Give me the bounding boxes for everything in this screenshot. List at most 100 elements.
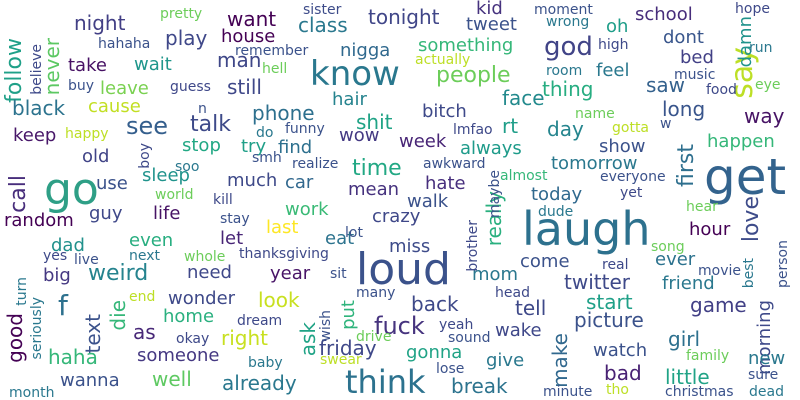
word-seriously: seriously	[29, 297, 45, 360]
word-oh: oh	[606, 16, 629, 37]
word-something: something	[418, 35, 514, 56]
word-find: find	[278, 137, 313, 158]
word-make: make	[548, 333, 572, 388]
word-almost: almost	[500, 168, 548, 184]
word-week: week	[399, 131, 447, 152]
word-maybe: maybe	[487, 170, 503, 219]
word-hahaha: hahaha	[98, 36, 151, 52]
word-see: see	[126, 112, 169, 140]
word-start: start	[586, 290, 633, 314]
word-sure: sure	[748, 367, 779, 383]
word-go: go	[44, 164, 99, 215]
word-leave: leave	[100, 78, 149, 99]
word-buy: buy	[68, 78, 95, 94]
word-many: many	[356, 285, 396, 301]
word-talk: talk	[190, 112, 231, 137]
word-person: person	[775, 240, 791, 288]
word-keep: keep	[13, 125, 57, 146]
word-night: night	[74, 11, 126, 35]
word-house: house	[221, 26, 276, 47]
word-cause: cause	[88, 96, 141, 117]
word-thing: thing	[542, 77, 594, 101]
word-shit: shit	[356, 110, 393, 134]
word-moment: moment	[534, 2, 593, 18]
word-already: already	[222, 371, 297, 395]
word-guy: guy	[89, 203, 123, 224]
word-nigga: nigga	[340, 40, 391, 61]
word-boy: boy	[137, 143, 153, 169]
word-month: month	[9, 385, 55, 400]
word-head: head	[495, 285, 530, 301]
word-feel: feel	[596, 60, 630, 81]
word-hope: hope	[735, 1, 770, 17]
word-eye: eye	[755, 77, 781, 93]
word-day: day	[547, 117, 584, 141]
word-big: big	[43, 265, 71, 286]
word-pretty: pretty	[160, 6, 203, 22]
word-world: world	[155, 187, 194, 203]
word-show: show	[599, 136, 646, 157]
word-weird: weird	[88, 261, 149, 286]
word-much: much	[227, 170, 278, 191]
word-man: man	[217, 48, 262, 72]
word-wrong: wrong	[546, 14, 590, 30]
word-tonight: tonight	[368, 5, 440, 29]
word-sleep: sleep	[142, 165, 190, 186]
word-still: still	[227, 75, 262, 99]
word-do: do	[256, 125, 274, 141]
word-whole: whole	[184, 249, 226, 265]
word-gonna: gonna	[406, 342, 463, 363]
word-thanksgiving: thanksgiving	[239, 246, 329, 262]
word-wake: wake	[495, 320, 542, 341]
word-lot: lot	[345, 225, 363, 241]
word-run: run	[749, 40, 773, 56]
word-give: give	[486, 350, 525, 371]
word-okay: okay	[176, 331, 210, 347]
word-random: random	[4, 210, 74, 231]
word-class: class	[298, 13, 348, 37]
word-end: end	[129, 289, 156, 305]
word-name: name	[575, 106, 615, 122]
word-rt: rt	[502, 114, 519, 138]
word-look: look	[258, 288, 300, 312]
word-lmfao: lmfao	[453, 122, 493, 138]
word-mean: mean	[348, 179, 400, 200]
word-eat: eat	[325, 228, 355, 249]
word-car: car	[285, 172, 314, 193]
word-even: even	[129, 230, 174, 251]
word-wow: wow	[339, 125, 380, 146]
word-way: way	[744, 104, 785, 128]
word-long: long	[662, 97, 706, 121]
word-stop: stop	[182, 135, 221, 156]
word-use: use	[96, 173, 128, 194]
word-believe: believe	[29, 44, 45, 95]
word-turn: turn	[14, 277, 30, 306]
word-game: game	[690, 293, 747, 317]
word-kid: kid	[476, 0, 503, 19]
word-realize: realize	[292, 156, 339, 172]
word-sit: sit	[330, 266, 347, 282]
word-year: year	[270, 263, 311, 284]
word-little: little	[665, 365, 710, 389]
word-home: home	[163, 306, 215, 327]
word-bad: bad	[604, 361, 642, 385]
word-follow: follow	[2, 38, 27, 103]
word-god: god	[544, 32, 593, 62]
word-laugh: laugh	[522, 202, 651, 256]
word-next: next	[129, 248, 161, 264]
word-dude: dude	[538, 204, 574, 220]
word-good: good	[3, 313, 27, 363]
word-hear: hear	[686, 199, 718, 215]
word-ever: ever	[655, 249, 696, 270]
word-want: want	[227, 7, 277, 31]
word-know: know	[310, 54, 400, 94]
word-back: back	[411, 292, 459, 316]
word-miss: miss	[389, 236, 431, 257]
word-bitch: bitch	[422, 101, 467, 122]
word-school: school	[635, 4, 693, 25]
word-get: get	[704, 148, 787, 206]
word-first: first	[674, 144, 699, 187]
word-play: play	[165, 26, 208, 50]
word-yet: yet	[620, 185, 643, 201]
word-black: black	[12, 96, 66, 120]
